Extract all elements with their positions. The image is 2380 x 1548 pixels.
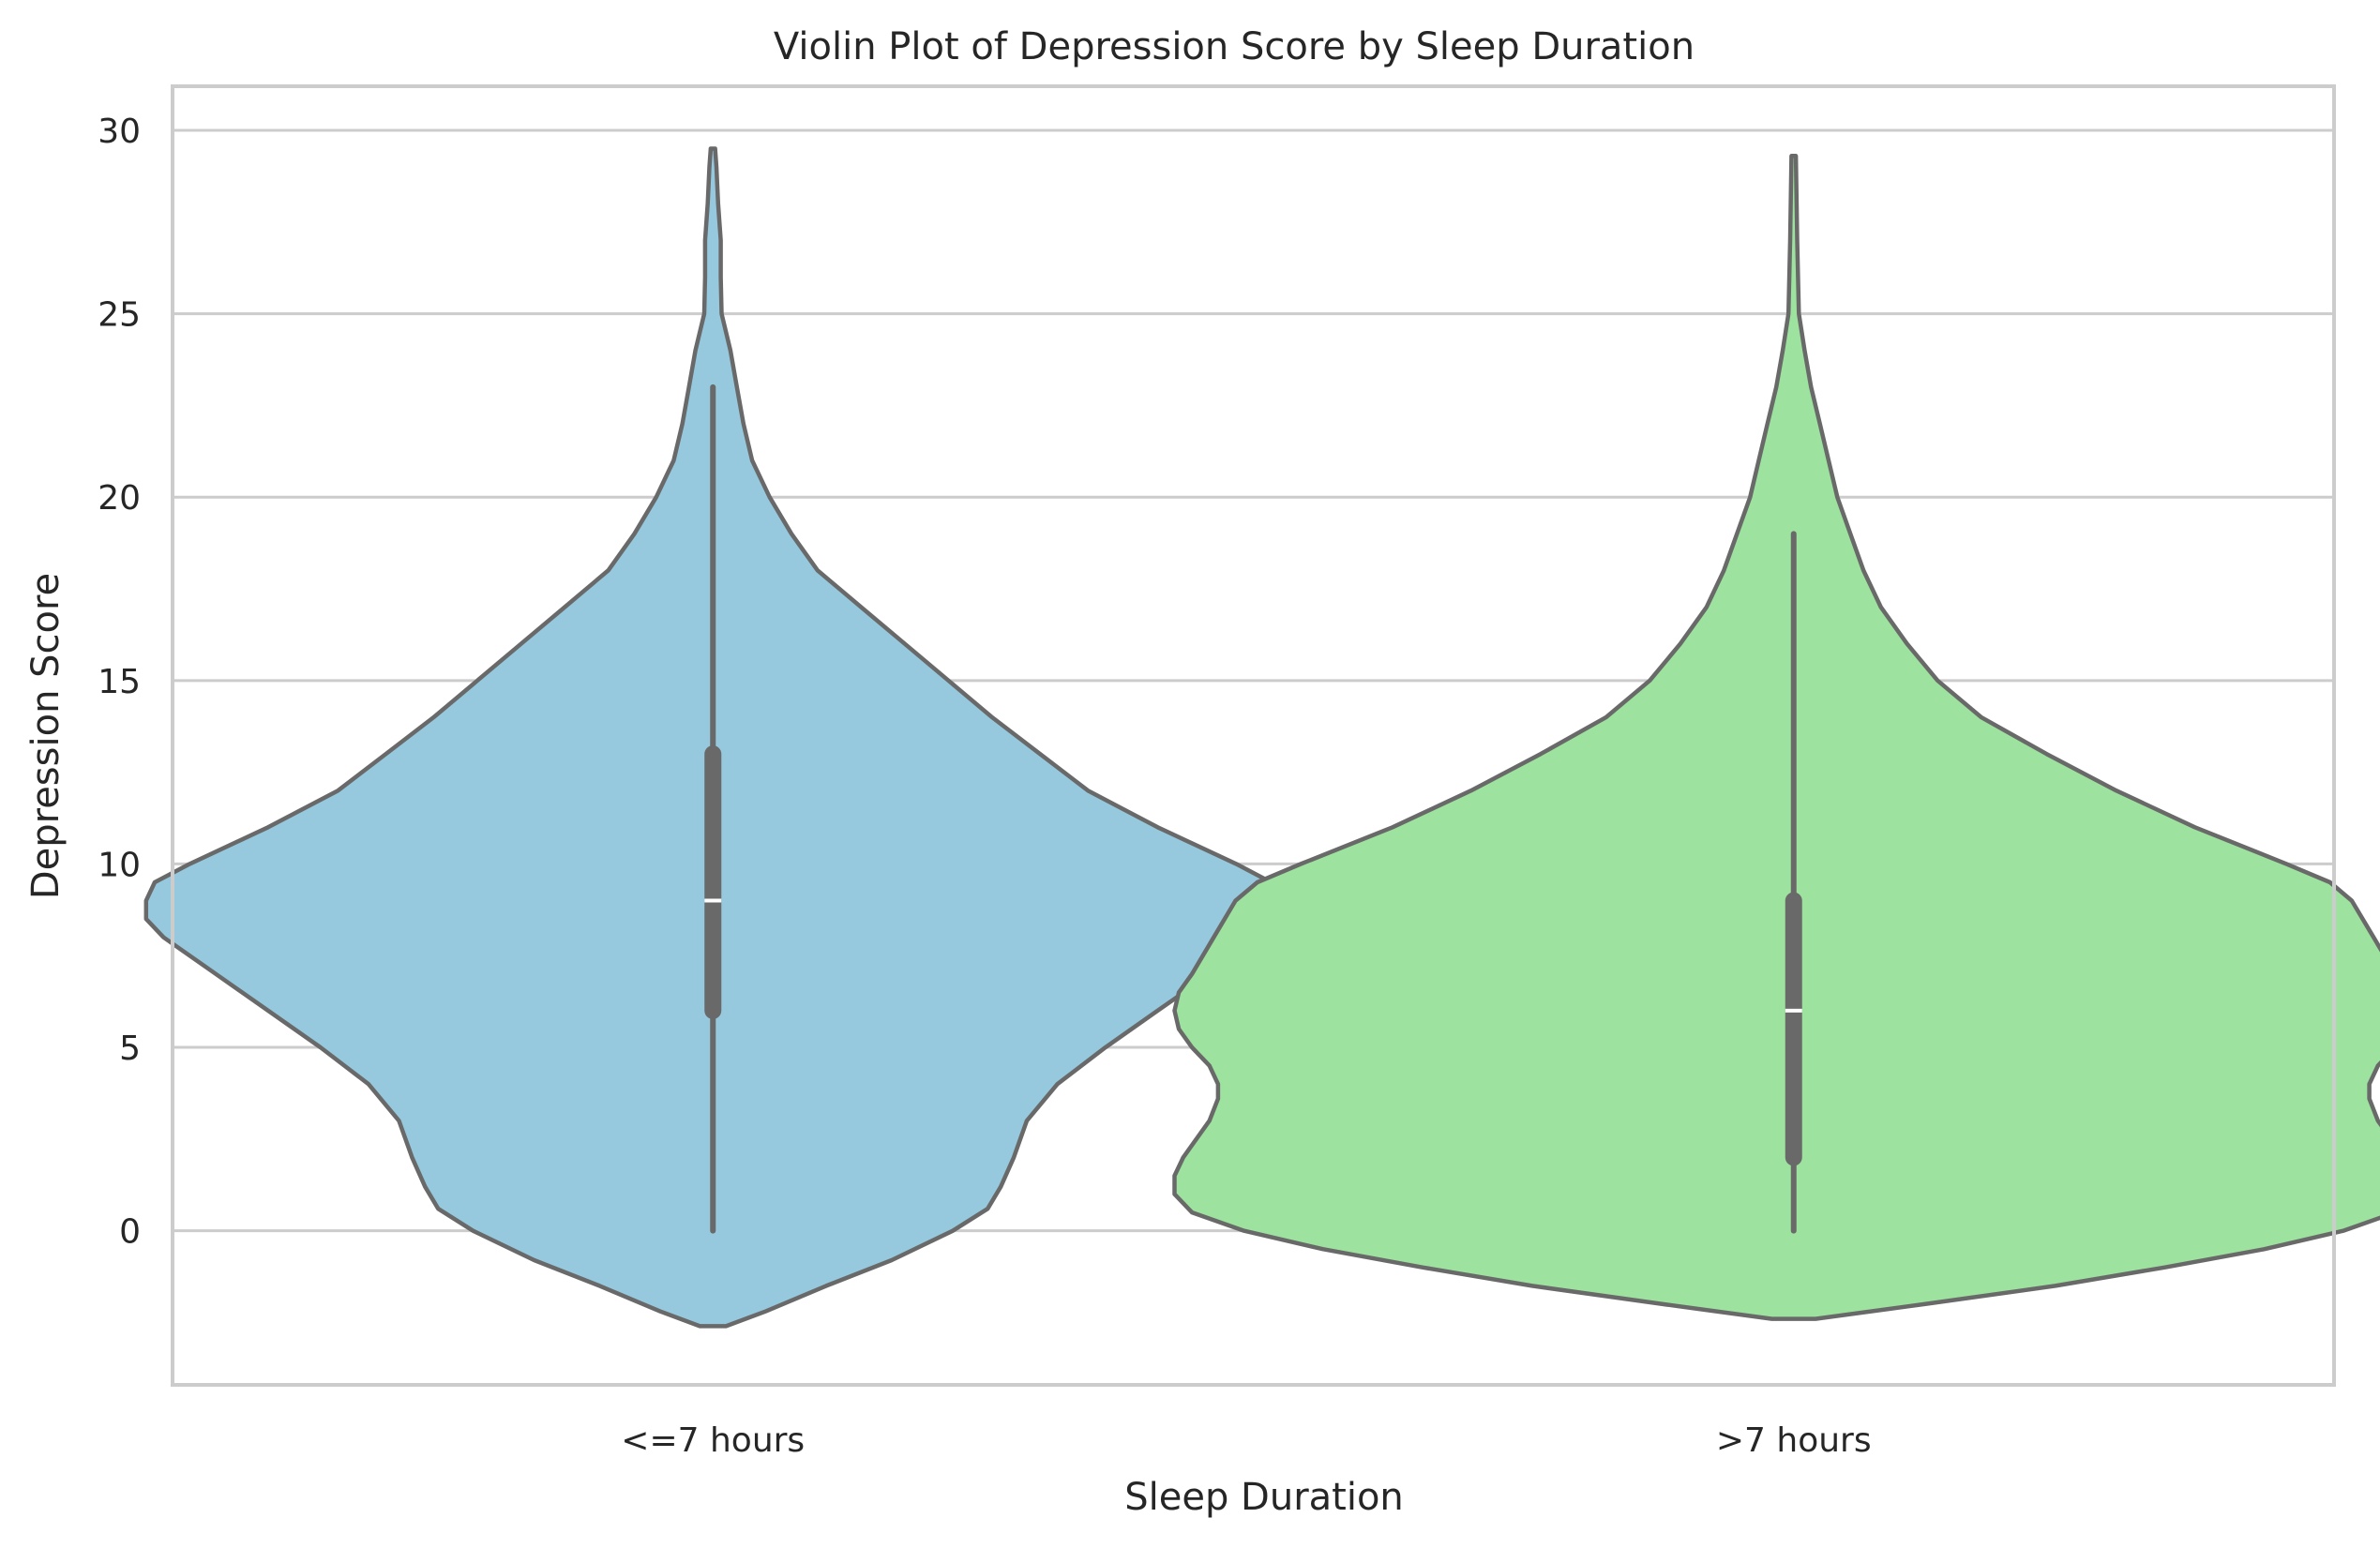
violin-group	[143, 146, 1283, 1329]
y-axis-label: Depression Score	[24, 573, 68, 899]
violins	[143, 146, 2380, 1329]
plot-frame	[171, 84, 2336, 1387]
y-tick-label: 15	[98, 663, 141, 701]
y-tick-label: 25	[98, 296, 141, 335]
y-tick-label: 30	[98, 113, 141, 151]
violin-body	[1172, 154, 2380, 1321]
y-tick-label: 20	[98, 479, 141, 518]
x-axis-label: Sleep Duration	[1124, 1476, 1404, 1519]
chart-title: Violin Plot of Depression Score by Sleep…	[774, 25, 1695, 68]
y-tick-label: 10	[98, 846, 141, 884]
y-tick-label: 5	[119, 1029, 141, 1068]
x-tick-label: <=7 hours	[621, 1421, 805, 1460]
y-ticks: 0 5 10 15 20 25 30	[98, 113, 141, 1252]
violin-group	[1172, 154, 2380, 1321]
x-tick-label: >7 hours	[1716, 1421, 1872, 1460]
x-ticks: <=7 hours >7 hours	[621, 1421, 1871, 1460]
y-tick-label: 0	[119, 1213, 141, 1252]
